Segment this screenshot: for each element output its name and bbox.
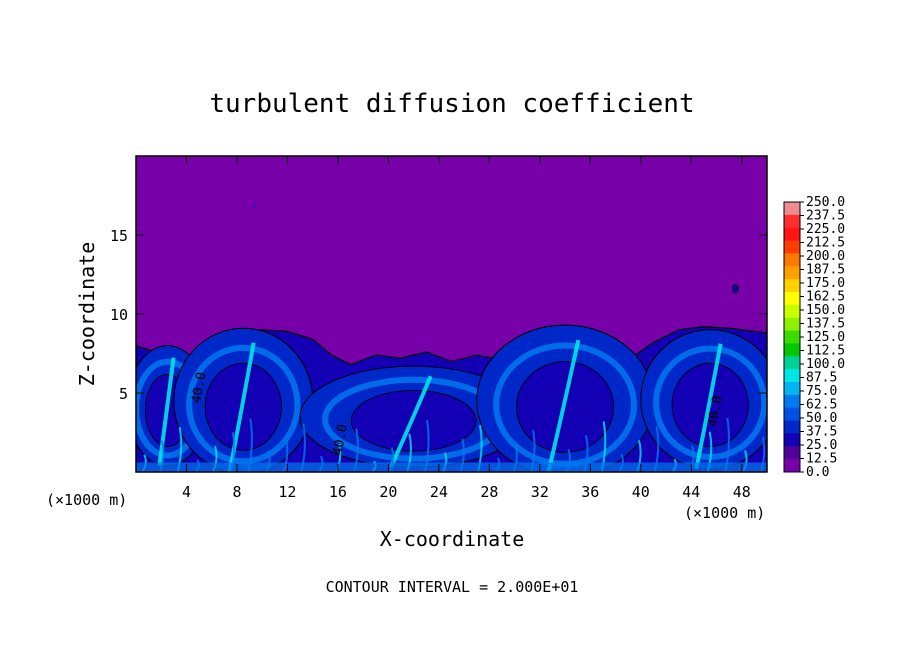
x-unit-left: (×1000 m) xyxy=(46,491,127,509)
eddy-right-eddy xyxy=(476,324,654,472)
x-tick-label: 32 xyxy=(531,483,549,501)
colorbar-swatch xyxy=(784,407,800,422)
colorbar-swatch xyxy=(784,266,800,280)
colorbar-label: 12.5 xyxy=(806,452,837,467)
contour-label: 40.0 xyxy=(189,371,209,404)
colorbar-swatch xyxy=(784,420,800,434)
colorbar-swatch xyxy=(784,292,800,306)
colorbar-swatch xyxy=(784,253,800,267)
colorbar-label: 237.5 xyxy=(806,209,845,224)
x-tick-label: 28 xyxy=(480,483,498,501)
x-axis-label: X-coordinate xyxy=(380,527,525,551)
colorbar-label: 62.5 xyxy=(806,398,837,413)
colorbar-swatch xyxy=(784,433,800,447)
colorbar-label: 150.0 xyxy=(806,303,845,318)
eddy-mid-left-eddy xyxy=(173,327,314,472)
turbulence-field: 40.0 40.0 40.0 xyxy=(136,203,767,472)
colorbar-label: 125.0 xyxy=(806,330,845,345)
plot-area: 40.040.040.0 4 8 12 16 20 24 28 32 36 40 44 48 5101… xyxy=(110,155,768,501)
colorbar-label: 37.5 xyxy=(806,425,837,440)
colorbar-label: 50.0 xyxy=(806,411,837,426)
colorbar-label: 100.0 xyxy=(806,357,845,372)
colorbar-swatch xyxy=(784,214,800,229)
colorbar-swatch xyxy=(784,356,800,370)
surface-turbulence xyxy=(136,417,767,472)
colorbar-label: 225.0 xyxy=(806,222,845,237)
colorbar-swatch xyxy=(784,459,800,473)
colorbar-label: 112.5 xyxy=(806,344,845,359)
y-tick-label: 15 xyxy=(110,227,128,245)
isolated-spots xyxy=(253,203,739,294)
colorbar-swatch xyxy=(784,369,800,383)
colorbar-label: 187.5 xyxy=(806,263,845,278)
colorbar-swatch xyxy=(784,330,800,344)
chart-title: turbulent diffusion coefficient xyxy=(209,89,694,119)
colorbar-swatch xyxy=(784,202,800,216)
colorbar-swatch xyxy=(784,304,800,319)
colorbar-label: 137.5 xyxy=(806,317,845,332)
contour-interval-footer: CONTOUR INTERVAL = 2.000E+01 xyxy=(326,578,579,596)
colorbar-label: 75.0 xyxy=(806,384,837,399)
colorbar-label: 0.0 xyxy=(806,465,829,480)
y-axis-ticks: 5 10 15 xyxy=(110,227,767,403)
colorbar-swatch xyxy=(784,227,800,242)
x-tick-label: 20 xyxy=(379,483,397,501)
contour-label: 40.0 xyxy=(331,423,351,456)
x-tick-label: 36 xyxy=(581,483,599,501)
colorbar: 250.0237.5225.0212.5200.0187.5175.0162.5… xyxy=(783,195,845,480)
colorbar-label: 25.0 xyxy=(806,438,837,453)
x-axis-ticks: 4 8 12 16 20 24 28 32 36 40 44 48 xyxy=(182,156,751,501)
contour-label: 40.0 xyxy=(705,395,725,428)
colorbar-label: 250.0 xyxy=(806,195,845,210)
x-tick-label: 40 xyxy=(632,483,650,501)
x-tick-label: 12 xyxy=(278,483,296,501)
colorbar-label: 162.5 xyxy=(806,290,845,305)
x-tick-label: 48 xyxy=(733,483,751,501)
y-axis-label: Z-coordinate xyxy=(75,242,99,387)
colorbar-label: 200.0 xyxy=(806,249,845,264)
colorbar-swatch xyxy=(784,279,800,293)
x-tick-label: 4 xyxy=(182,483,191,501)
x-unit-right: (×1000 m) xyxy=(684,504,765,522)
colorbar-swatch xyxy=(784,240,800,254)
x-tick-label: 16 xyxy=(329,483,347,501)
y-tick-label: 10 xyxy=(110,306,128,324)
colorbar-label: 87.5 xyxy=(806,371,837,386)
x-tick-label: 44 xyxy=(682,483,700,501)
colorbar-swatch xyxy=(784,317,800,332)
colorbar-swatch xyxy=(784,394,800,409)
x-tick-label: 24 xyxy=(430,483,448,501)
colorbar-swatch xyxy=(784,382,800,396)
colorbar-label: 175.0 xyxy=(806,276,845,291)
y-tick-label: 5 xyxy=(119,385,128,403)
colorbar-swatch xyxy=(784,343,800,357)
x-tick-label: 8 xyxy=(232,483,241,501)
colorbar-swatch xyxy=(784,446,800,460)
colorbar-label: 212.5 xyxy=(806,236,845,251)
eddy-far-right-eddy xyxy=(640,329,767,470)
